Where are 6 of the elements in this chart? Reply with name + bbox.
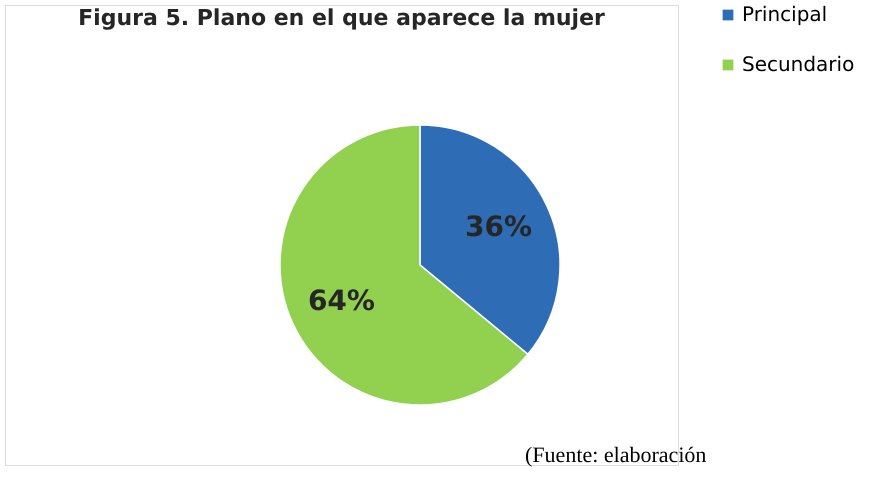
data-label: 64% bbox=[308, 284, 375, 317]
chart-title: Figura 5. Plano en el que aparece la mujer bbox=[78, 6, 606, 31]
data-label: 36% bbox=[465, 210, 532, 244]
legend-label: Principal bbox=[742, 2, 828, 26]
text: (Fuente: elaboración bbox=[525, 442, 706, 467]
legend-label: Secundario bbox=[742, 52, 854, 76]
